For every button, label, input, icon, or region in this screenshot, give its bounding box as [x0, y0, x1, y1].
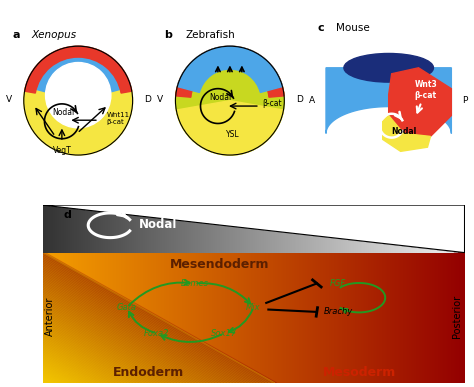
Text: Nodal: Nodal	[210, 93, 232, 102]
Text: Brachy: Brachy	[323, 307, 353, 317]
Text: a: a	[13, 30, 20, 40]
Wedge shape	[26, 46, 131, 92]
Circle shape	[46, 63, 111, 128]
Wedge shape	[176, 101, 283, 155]
Text: Mix: Mix	[246, 303, 261, 312]
Text: Wnt11
β-cat: Wnt11 β-cat	[107, 111, 129, 125]
Text: YSL: YSL	[226, 130, 239, 139]
Text: Endoderm: Endoderm	[112, 366, 184, 379]
Text: Gata: Gata	[117, 303, 137, 312]
Text: c: c	[317, 23, 324, 33]
Text: Mouse: Mouse	[336, 23, 370, 33]
Wedge shape	[176, 46, 284, 97]
Text: β-cat: β-cat	[263, 99, 282, 108]
Text: b: b	[164, 30, 173, 40]
Circle shape	[175, 46, 284, 155]
Text: P: P	[463, 96, 468, 105]
Text: D: D	[296, 95, 303, 104]
Text: Nodal: Nodal	[52, 108, 74, 118]
Wedge shape	[177, 46, 283, 92]
Text: Zebrafish: Zebrafish	[185, 30, 235, 40]
Text: Xenopus: Xenopus	[32, 30, 77, 40]
Text: Eomes: Eomes	[181, 279, 209, 288]
Text: FGF: FGF	[330, 279, 346, 288]
Polygon shape	[43, 253, 274, 383]
Text: VegT: VegT	[53, 146, 71, 155]
Text: Posterior: Posterior	[452, 295, 462, 338]
Ellipse shape	[344, 53, 433, 82]
Text: Mesendoderm: Mesendoderm	[170, 258, 270, 271]
Text: Wnt3
β-cat: Wnt3 β-cat	[414, 80, 437, 99]
Text: Nodal: Nodal	[391, 127, 416, 136]
Text: d: d	[64, 210, 72, 220]
Text: A: A	[309, 96, 315, 105]
Text: Foxa2: Foxa2	[144, 329, 169, 338]
Text: D: D	[145, 95, 151, 104]
Text: V: V	[6, 95, 11, 104]
Text: Nodal: Nodal	[139, 218, 177, 231]
Text: Anterior: Anterior	[45, 297, 55, 336]
Circle shape	[24, 46, 133, 155]
Polygon shape	[389, 68, 451, 137]
Wedge shape	[25, 46, 132, 93]
Text: V: V	[157, 95, 163, 104]
Text: Mesoderm: Mesoderm	[322, 366, 396, 379]
Polygon shape	[383, 116, 430, 151]
Text: Sox17: Sox17	[211, 329, 237, 338]
Polygon shape	[326, 68, 451, 134]
